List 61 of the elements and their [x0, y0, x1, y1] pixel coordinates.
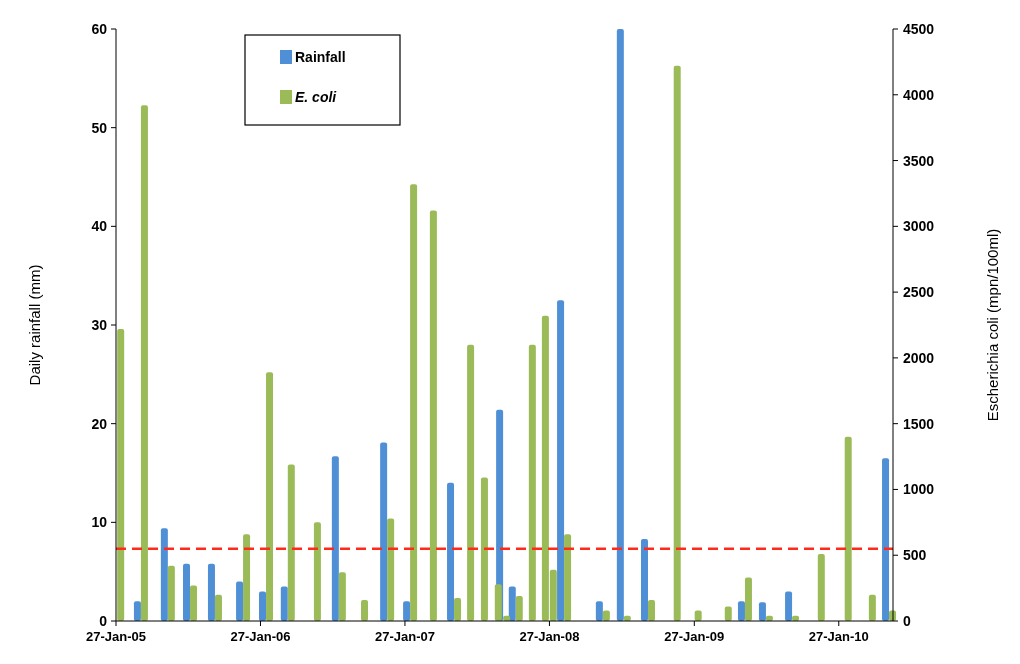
bar	[744, 577, 752, 621]
bar	[403, 601, 411, 621]
bar	[528, 344, 536, 621]
y2-tick-label: 3500	[903, 152, 935, 169]
legend-label: Rainfall	[295, 49, 346, 65]
bar	[313, 522, 321, 621]
y2-tick-label: 4500	[903, 21, 935, 37]
x-tick-label: 27-Jan-10	[808, 629, 869, 644]
y2-tick-label: 1500	[903, 415, 935, 432]
x-tick-label: 27-Jan-06	[230, 629, 291, 644]
bar	[480, 477, 488, 621]
bar	[844, 436, 852, 621]
y-tick-label: 20	[91, 415, 108, 432]
bar	[287, 464, 295, 621]
bar	[447, 482, 455, 621]
y-tick-label: 60	[91, 21, 108, 37]
y-tick-label: 50	[91, 119, 108, 136]
bar	[785, 591, 793, 621]
y2-axis-title: Escherichia coli (mpn/100ml)	[984, 228, 1001, 422]
y2-tick-label: 500	[903, 547, 927, 564]
bar	[429, 210, 437, 621]
bar	[647, 599, 655, 621]
bar	[616, 29, 624, 621]
bar	[140, 105, 148, 621]
y2-tick-label: 4000	[903, 86, 935, 103]
bar	[207, 563, 215, 621]
y-tick-label: 40	[91, 218, 108, 235]
bar	[243, 534, 251, 621]
y-tick-label: 10	[91, 514, 108, 531]
bar	[640, 539, 648, 621]
x-tick-label: 27-Jan-07	[374, 629, 435, 644]
bar	[259, 591, 267, 621]
bar	[266, 372, 274, 621]
y2-tick-label: 0	[903, 613, 911, 629]
bar	[338, 572, 346, 621]
legend-label: E. coli	[295, 89, 338, 105]
bar	[673, 65, 681, 621]
bar	[758, 602, 766, 621]
bar	[410, 184, 418, 621]
y2-tick-label: 2500	[903, 284, 935, 301]
x-tick-label: 27-Jan-05	[86, 629, 146, 644]
bar	[331, 456, 339, 621]
bar	[454, 597, 462, 621]
bar	[564, 534, 572, 621]
bar	[467, 344, 475, 621]
bar	[117, 328, 125, 621]
y2-tick-label: 2000	[903, 349, 935, 366]
bar	[280, 586, 288, 621]
y2-tick-label: 3000	[903, 218, 935, 235]
bar	[882, 458, 890, 621]
bar	[361, 599, 369, 621]
x-tick-label: 27-Jan-08	[519, 629, 580, 644]
x-tick-label: 27-Jan-09	[664, 629, 725, 644]
y-axis-title: Daily rainfall (mm)	[26, 264, 43, 386]
bar	[557, 300, 565, 621]
y-tick-label: 30	[91, 317, 108, 333]
y-tick-label: 0	[99, 613, 108, 629]
bar	[868, 594, 876, 621]
bar	[133, 601, 141, 621]
y2-tick-label: 1000	[903, 481, 935, 498]
bar	[817, 553, 825, 621]
